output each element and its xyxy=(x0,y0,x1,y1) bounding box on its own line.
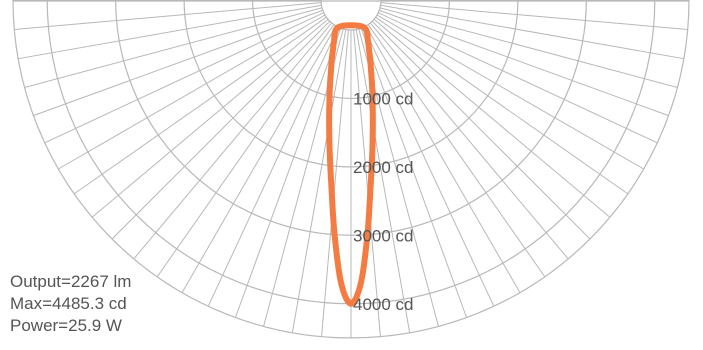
stat-power: Power=25.9 W xyxy=(10,316,122,335)
grid-spoke xyxy=(44,12,325,144)
grid-spoke xyxy=(380,4,684,60)
stats-block: Output=2267 lm Max=4485.3 cd Power=25.9 … xyxy=(10,272,131,335)
ring-label: 3000 cd xyxy=(353,226,414,245)
stat-max: Max=4485.3 cd xyxy=(10,294,127,313)
grid-spoke xyxy=(291,29,347,333)
grid-spoke xyxy=(365,25,521,293)
grid-spoke xyxy=(376,14,644,170)
grid-spoke xyxy=(133,22,333,260)
curve-layer xyxy=(326,22,376,307)
grid-spoke xyxy=(367,24,546,278)
grid-spoke xyxy=(377,12,658,144)
grid-spoke xyxy=(363,26,495,307)
polar-grid xyxy=(12,0,690,339)
grid-spoke xyxy=(360,28,468,318)
grid-spoke xyxy=(371,20,591,240)
ring-label: 2000 cd xyxy=(353,158,414,177)
grid-ring-0 xyxy=(320,0,382,31)
grid-spoke xyxy=(207,26,339,307)
grid-spoke xyxy=(380,2,688,30)
grid-spoke xyxy=(18,4,322,60)
stat-output: Output=2267 lm xyxy=(10,272,131,291)
grid-spoke xyxy=(73,16,327,195)
grid-spoke xyxy=(321,29,349,337)
ring-labels: 1000 cd 2000 cd 3000 cd 4000 cd xyxy=(353,89,414,313)
grid-spoke xyxy=(355,29,411,333)
grid-spoke xyxy=(58,14,326,170)
grid-spoke xyxy=(24,7,323,88)
intensity-curve-0 xyxy=(326,22,376,307)
grid-spoke xyxy=(234,28,342,318)
grid-spoke xyxy=(14,2,322,30)
ring-label: 4000 cd xyxy=(353,295,414,314)
grid-spoke xyxy=(375,16,629,195)
grid-spoke xyxy=(156,24,335,278)
grid-spoke xyxy=(91,18,329,218)
ring-label: 1000 cd xyxy=(353,89,414,108)
grid-spoke xyxy=(379,9,669,117)
grid-spoke xyxy=(353,29,381,337)
grid-spoke xyxy=(373,18,611,218)
grid-spoke xyxy=(111,20,331,240)
grid-spoke xyxy=(181,25,337,293)
grid-spoke xyxy=(33,9,323,117)
grid-spoke xyxy=(369,22,569,260)
grid-spoke xyxy=(379,7,678,88)
